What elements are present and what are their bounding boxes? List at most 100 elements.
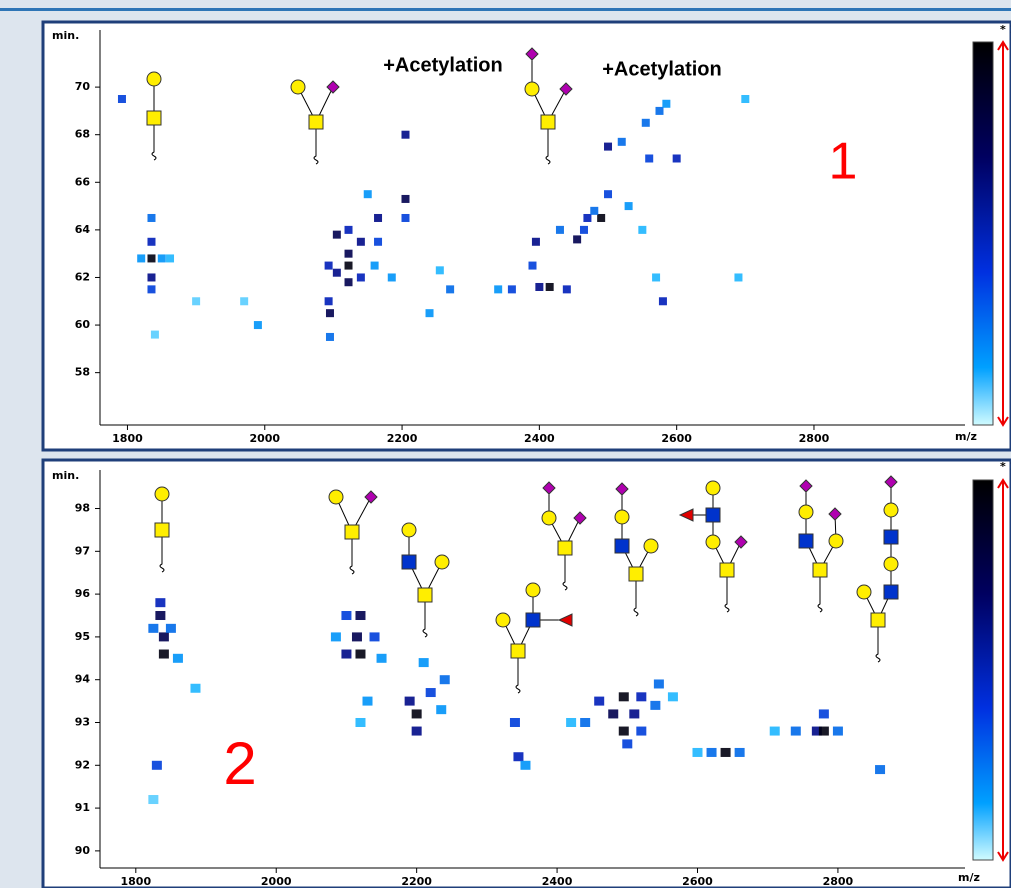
galactose	[435, 555, 449, 569]
panel-frame	[43, 460, 1011, 888]
y-tick-label: 94	[75, 673, 91, 686]
page: {"chart_data":[ {"type":"heatmap","y_lab…	[0, 0, 1011, 888]
heat-spot	[377, 654, 387, 663]
heat-spot	[173, 654, 183, 663]
glcnac	[884, 585, 898, 599]
y-tick-label: 58	[75, 366, 90, 379]
galactose	[402, 523, 416, 537]
y-tick-label: 70	[75, 80, 91, 93]
heat-spot	[608, 709, 618, 718]
galnac	[418, 588, 432, 602]
heat-spot	[355, 611, 365, 620]
heat-spot	[388, 273, 396, 281]
heat-spot	[401, 195, 409, 203]
heat-spot	[692, 748, 702, 757]
heat-spot	[166, 624, 176, 633]
heat-spot	[357, 238, 365, 246]
heat-spot	[333, 269, 341, 277]
heat-spot	[508, 285, 516, 293]
heat-spot	[436, 705, 446, 714]
y-tick-label: 95	[75, 630, 90, 643]
heat-spot	[668, 692, 678, 701]
heat-spot	[118, 95, 126, 103]
heat-spot	[345, 250, 353, 258]
heat-spot	[166, 254, 174, 262]
heat-spot	[159, 632, 169, 641]
panel-label: 1	[829, 133, 858, 191]
heat-spot	[629, 709, 639, 718]
heat-spot	[326, 309, 334, 317]
heat-spot	[254, 321, 262, 329]
heat-spot	[159, 650, 169, 659]
heat-spot	[656, 107, 664, 115]
heat-spot	[357, 273, 365, 281]
heat-spot	[546, 283, 554, 291]
heat-spot	[636, 692, 646, 701]
heat-spot	[151, 331, 159, 339]
heat-spot	[370, 632, 380, 641]
y-tick-label: 66	[75, 175, 91, 188]
y-tick-label: 62	[75, 270, 90, 283]
x-tick-label: 2800	[823, 875, 854, 888]
heat-spot	[529, 262, 537, 270]
heat-spot	[520, 761, 530, 770]
galactose	[525, 82, 539, 96]
x-tick-label: 2400	[524, 432, 555, 445]
heat-spot	[333, 231, 341, 239]
galnac	[147, 111, 161, 125]
heat-spot	[735, 748, 745, 757]
heat-spot	[148, 795, 158, 804]
heat-spot	[563, 285, 571, 293]
glcnac	[615, 539, 629, 553]
x-tick-label: 2000	[249, 432, 280, 445]
heat-spot	[580, 718, 590, 727]
galactose	[147, 72, 161, 86]
y-tick-label: 64	[75, 223, 91, 236]
x-axis-label: m/z	[955, 430, 977, 443]
galactose	[829, 534, 843, 548]
heat-spot	[590, 207, 598, 215]
heat-spot	[513, 752, 523, 761]
heat-spot	[573, 235, 581, 243]
glcnac	[526, 613, 540, 627]
heat-spot	[791, 727, 801, 736]
x-tick-label: 2000	[261, 875, 292, 888]
annotation: +Acetylation	[383, 54, 502, 76]
heat-spot	[192, 297, 200, 305]
galnac	[871, 613, 885, 627]
galnac	[720, 563, 734, 577]
heat-spot	[619, 692, 629, 701]
galnac	[309, 115, 323, 129]
heat-spot	[535, 283, 543, 291]
heat-spot	[770, 727, 780, 736]
glcnac	[706, 508, 720, 522]
heat-spot	[446, 285, 454, 293]
heat-spot	[325, 262, 333, 270]
heat-spot	[147, 285, 155, 293]
heat-spot	[374, 238, 382, 246]
galnac	[511, 644, 525, 658]
heat-spot	[426, 688, 436, 697]
galnac	[345, 525, 359, 539]
heat-spot	[325, 297, 333, 305]
heat-spot	[583, 214, 591, 222]
heat-spot	[556, 226, 564, 234]
glcnac	[884, 530, 898, 544]
heat-spot	[355, 718, 365, 727]
heat-spot	[148, 624, 158, 633]
y-tick-label: 91	[75, 801, 90, 814]
galnac	[558, 541, 572, 555]
heat-spot	[734, 273, 742, 281]
heat-spot	[419, 658, 429, 667]
galnac	[629, 567, 643, 581]
galactose	[155, 487, 169, 501]
galactose	[526, 583, 540, 597]
heat-spot	[401, 214, 409, 222]
x-tick-label: 2600	[682, 875, 713, 888]
heat-spot	[440, 675, 450, 684]
galactose	[615, 510, 629, 524]
heat-spot	[625, 202, 633, 210]
galactose	[857, 585, 871, 599]
heat-spot	[345, 262, 353, 270]
heat-spot	[158, 254, 166, 262]
